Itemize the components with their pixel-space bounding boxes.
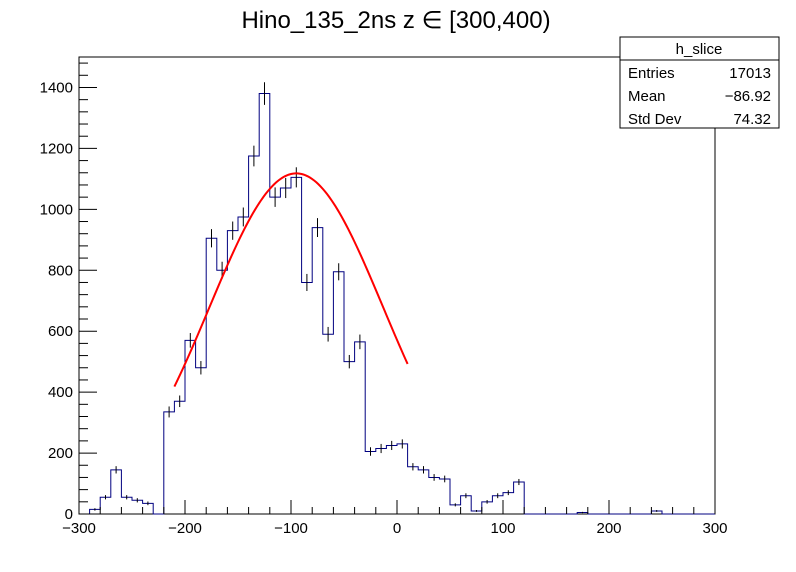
stats-box-title: h_slice <box>676 41 723 58</box>
y-tick-label: 200 <box>48 445 73 462</box>
gaussian-fit <box>173 172 409 388</box>
stats-stddev-label: Std Dev <box>628 111 682 128</box>
histogram-outline <box>89 93 715 515</box>
y-tick-label: 400 <box>48 384 73 401</box>
y-tick-label: 1200 <box>40 140 73 157</box>
x-tick-label: 300 <box>702 520 727 537</box>
y-axis-ticks: 0 200 400 600 800 1000 1200 1400 <box>40 62 97 523</box>
stats-box-frame <box>619 36 780 129</box>
fit-curve <box>173 172 409 388</box>
y-tick-label: 0 <box>65 506 73 523</box>
y-tick-label: 1000 <box>40 201 73 218</box>
histogram-bins <box>89 93 715 515</box>
y-tick-label: 800 <box>48 262 73 279</box>
x-tick-label: −300 <box>62 520 96 537</box>
x-tick-label: 0 <box>393 520 401 537</box>
x-tick-label: 100 <box>490 520 515 537</box>
stats-mean-label: Mean <box>628 88 666 105</box>
stats-entries-value: 17013 <box>729 65 771 82</box>
x-tick-label: −200 <box>168 520 202 537</box>
stats-mean-value: −86.92 <box>725 88 771 105</box>
y-tick-label: 1400 <box>40 79 73 96</box>
error-bars <box>94 82 658 514</box>
stats-entries-label: Entries <box>628 65 675 82</box>
x-axis-ticks: −300 −200 −100 0 100 200 300 <box>62 500 728 537</box>
y-tick-label: 600 <box>48 323 73 340</box>
stats-stddev-value: 74.32 <box>733 111 771 128</box>
chart-title: Hino_135_2ns z ∈ [300,400) <box>241 7 550 34</box>
x-tick-label: −100 <box>274 520 308 537</box>
x-tick-label: 200 <box>596 520 621 537</box>
stats-box: h_slice Entries 17013 Mean −86.92 Std De… <box>619 36 780 129</box>
